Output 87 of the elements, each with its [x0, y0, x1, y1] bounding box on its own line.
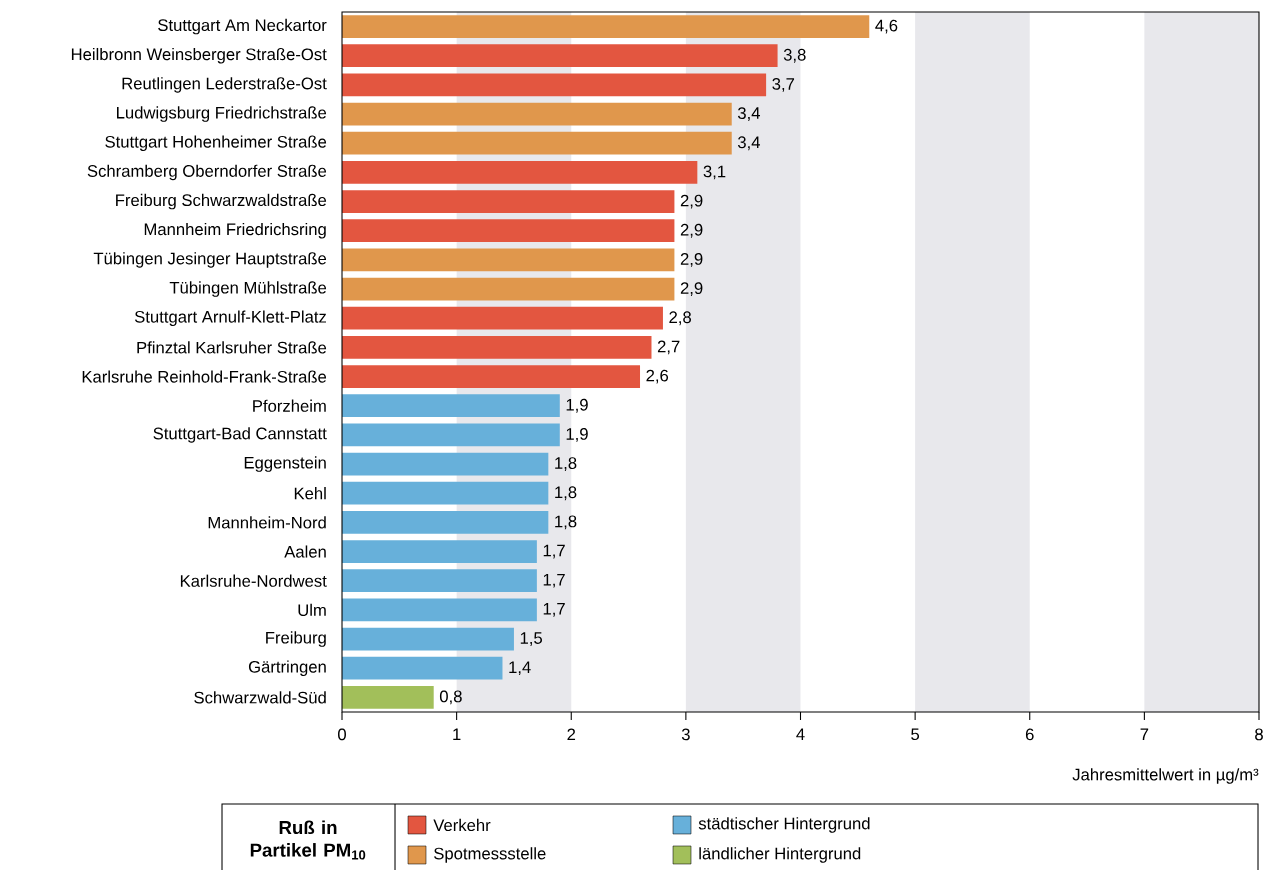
- bar: [342, 452, 549, 476]
- data-label: 1,7: [543, 544, 565, 559]
- x-tick-label: 0: [338, 728, 346, 741]
- x-tick-label: 7: [1140, 728, 1149, 740]
- bar: [342, 277, 675, 301]
- bar: [342, 336, 652, 359]
- bar: [342, 423, 560, 447]
- data-label: 3,8: [783, 48, 806, 63]
- bar: [342, 540, 537, 563]
- x-axis-title: Jahresmittelwert in µg/m³: [1072, 768, 1259, 784]
- legend-label: städtischer Hintergrund: [698, 817, 870, 833]
- y-tick-label: Mannheim-Nord: [208, 516, 326, 529]
- bar: [342, 511, 549, 534]
- y-tick-label: Karlsruhe Reinhold-Frank-Straße: [82, 370, 327, 383]
- data-label: 1,9: [566, 398, 588, 413]
- bar: [342, 190, 675, 213]
- bar: [342, 656, 503, 680]
- x-tick-label: 8: [1255, 728, 1263, 741]
- bar: [342, 569, 537, 593]
- y-tick-label: Eggenstein: [244, 456, 326, 472]
- data-label: 0,8: [439, 690, 462, 705]
- y-tick-label: Pforzheim: [253, 399, 326, 412]
- x-tick-label: 1: [453, 728, 461, 740]
- x-tick-label: 5: [911, 728, 920, 741]
- data-label: 4,6: [875, 19, 898, 34]
- y-tick-label: Pfinztal Karlsruher Straße: [137, 341, 327, 354]
- y-tick-label: Stuttgart Arnulf-Klett-Platz: [134, 310, 326, 326]
- bar: [342, 306, 663, 330]
- y-tick-label: Stuttgart Am Neckartor: [158, 18, 327, 35]
- data-label: 1,8: [555, 486, 577, 501]
- bar: [342, 481, 549, 505]
- text: Ruß in Partikel PM$_{10}$: [250, 820, 366, 860]
- y-tick-label: Aalen: [284, 545, 326, 558]
- bar: [342, 394, 560, 418]
- data-label: 1,7: [543, 603, 565, 617]
- data-label: 2,9: [680, 223, 703, 238]
- bar: [342, 131, 732, 155]
- x-tick-label: 3: [681, 728, 690, 741]
- bar: [342, 686, 434, 709]
- y-tick-label: Ulm: [298, 603, 326, 617]
- bar: [342, 248, 675, 272]
- bar: [342, 15, 870, 38]
- data-label: 1,5: [520, 632, 543, 646]
- y-tick-label: Heilbronn Weinsberger Straße-Ost: [71, 47, 327, 64]
- x-tick-label: 6: [1025, 728, 1034, 741]
- data-label: 1,9: [566, 428, 588, 442]
- bar: [342, 161, 698, 184]
- y-tick-label: Stuttgart Hohenheimer Straße: [105, 135, 327, 151]
- y-tick-label: Kehl: [294, 487, 326, 500]
- bar: [342, 598, 537, 622]
- data-label: 2,7: [657, 340, 680, 355]
- y-tick-label: Karlsruhe-Nordwest: [180, 574, 327, 587]
- legend-label: Verkehr: [433, 818, 491, 832]
- data-label: 2,6: [646, 369, 669, 384]
- bar: [342, 219, 675, 243]
- data-label: 2,9: [680, 253, 703, 267]
- bar: [342, 73, 767, 97]
- data-label: 2,8: [669, 311, 692, 326]
- data-label: 1,8: [555, 515, 577, 530]
- bar: [342, 44, 778, 68]
- data-label: 3,4: [737, 136, 761, 151]
- y-tick-label: Schwarzwald-Süd: [194, 691, 326, 704]
- y-tick-label: Freiburg Schwarzwaldstraße: [116, 193, 327, 210]
- bar: [342, 102, 732, 126]
- legend-label: Spotmessstelle: [434, 847, 546, 863]
- legend-label: ländlicher Hintergrund: [699, 847, 861, 863]
- data-label: 1,7: [543, 573, 565, 588]
- y-tick-label: Reutlingen Lederstraße-Ost: [122, 77, 327, 93]
- bar: [342, 627, 514, 651]
- x-tick-label: 4: [796, 728, 805, 740]
- data-label: 3,1: [703, 165, 726, 180]
- data-label: 1,8: [555, 457, 577, 471]
- data-label: 2,9: [680, 282, 703, 296]
- y-tick-label: Gärtringen: [248, 660, 326, 676]
- data-label: 1,4: [509, 661, 531, 676]
- y-tick-label: Ludwigsburg Friedrichstraße: [117, 106, 327, 122]
- data-label: 3,7: [772, 78, 795, 92]
- y-tick-label: Schramberg Oberndorfer Straße: [87, 164, 327, 181]
- x-tick-label: 2: [567, 728, 576, 741]
- y-tick-label: Mannheim Friedrichsring: [144, 222, 326, 239]
- data-label: 3,4: [737, 107, 761, 121]
- y-tick-label: Stuttgart-Bad Cannstatt: [153, 427, 327, 443]
- y-tick-label: Tübingen Jesinger Hauptstraße: [93, 252, 327, 268]
- y-tick-label: Tübingen Mühlstraße: [169, 281, 327, 297]
- data-label: 2,9: [680, 194, 703, 209]
- y-tick-label: Freiburg: [266, 631, 326, 647]
- bar: [342, 365, 641, 388]
